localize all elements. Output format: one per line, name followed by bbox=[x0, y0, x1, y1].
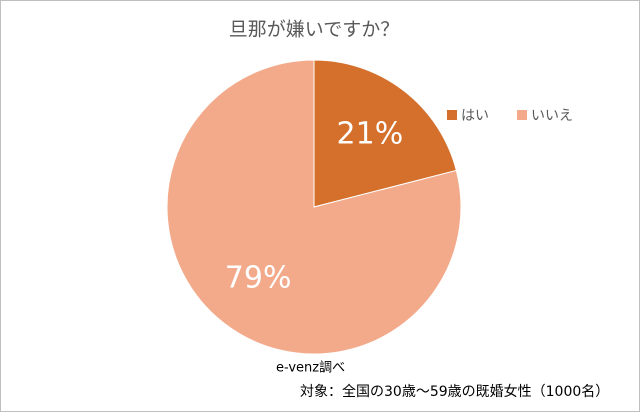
legend-label: はい bbox=[461, 108, 489, 124]
legend-swatch bbox=[447, 110, 457, 120]
value-label: 79% bbox=[225, 261, 292, 296]
value-label: 21% bbox=[337, 116, 404, 151]
pie-slice bbox=[166, 59, 462, 355]
legend-swatch bbox=[517, 110, 527, 120]
chart-title: 旦那が嫌いですか？ bbox=[229, 19, 399, 41]
source-note: e-venz調べ bbox=[276, 361, 345, 376]
legend-label: いいえ bbox=[531, 108, 573, 124]
pie-slice bbox=[313, 59, 457, 208]
subject-note: 対象：全国の30歳～59歳の既婚女性（1000名） bbox=[300, 383, 609, 400]
